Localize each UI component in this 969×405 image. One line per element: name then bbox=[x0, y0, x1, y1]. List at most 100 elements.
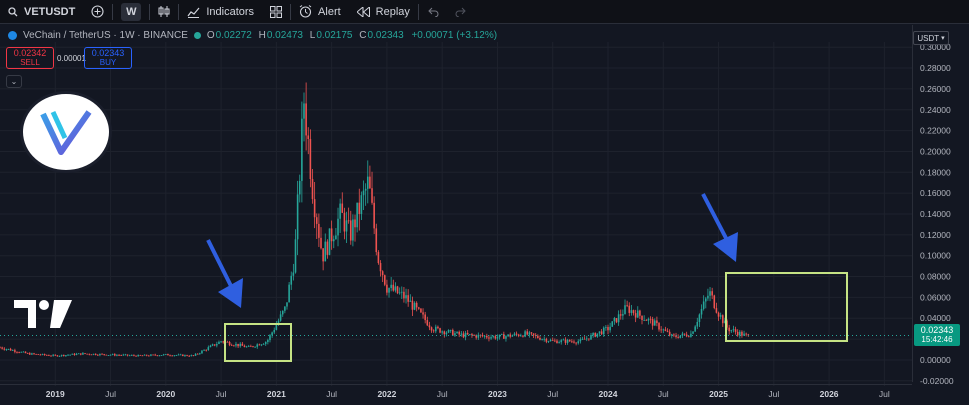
candle-body bbox=[407, 295, 409, 302]
candle-body bbox=[628, 305, 631, 313]
candle-body bbox=[220, 341, 222, 343]
current-price-tag: 0.02343 15:42:46 bbox=[914, 324, 960, 346]
candle-body bbox=[409, 300, 412, 302]
candle-body bbox=[277, 320, 280, 325]
candle-body bbox=[45, 354, 48, 356]
compare-symbol-button[interactable] bbox=[83, 0, 112, 24]
close-label: C bbox=[359, 30, 367, 41]
toolbar-divider bbox=[417, 3, 419, 20]
candle-body bbox=[105, 354, 108, 356]
candle-body bbox=[460, 333, 463, 335]
candle-body bbox=[369, 176, 371, 189]
replay-button[interactable]: Replay bbox=[349, 0, 418, 24]
indicators-button[interactable]: Indicators bbox=[179, 0, 262, 24]
price-axis-panel bbox=[912, 25, 969, 382]
candle-body bbox=[462, 333, 465, 338]
undo-button[interactable] bbox=[419, 0, 447, 24]
candle-body bbox=[9, 348, 12, 351]
time-tick-label: Jul bbox=[768, 389, 779, 399]
candle-body bbox=[547, 341, 550, 342]
candle-body bbox=[339, 203, 341, 219]
candle-body bbox=[498, 334, 501, 338]
candle-body bbox=[709, 291, 711, 296]
candle-body bbox=[90, 354, 93, 356]
candle-body bbox=[37, 354, 40, 355]
toolbar-divider bbox=[290, 3, 292, 20]
candle-body bbox=[641, 315, 643, 321]
candle-body bbox=[88, 353, 91, 355]
toolbar-divider bbox=[112, 3, 114, 20]
candle-body bbox=[428, 325, 431, 328]
candle-body bbox=[62, 354, 65, 356]
candle-body bbox=[14, 350, 16, 352]
candle-body bbox=[579, 339, 582, 342]
candle-body bbox=[84, 353, 86, 354]
currency-select[interactable]: USDT ▾ bbox=[913, 31, 949, 45]
candle-body bbox=[379, 263, 382, 272]
candle-body bbox=[141, 355, 144, 357]
price-tick-label: 0.04000 bbox=[920, 313, 951, 323]
candle-body bbox=[471, 334, 473, 336]
templates-button[interactable] bbox=[262, 0, 290, 24]
redo-button[interactable] bbox=[447, 0, 475, 24]
candle-body bbox=[73, 353, 76, 355]
candle-body bbox=[390, 284, 392, 289]
sell-button[interactable]: 0.02342 SELL bbox=[6, 47, 54, 69]
candle-body bbox=[520, 335, 522, 337]
bar-style-button[interactable] bbox=[150, 0, 178, 24]
time-axis[interactable]: 2019 Jul 2020 Jul 2021 Jul 2022 Jul 2023 Jul 2024 J… bbox=[46, 389, 890, 399]
candle-body bbox=[311, 179, 314, 200]
price-axis[interactable]: 0.30000 0.28000 0.26000 0.24000 0.22000 0.200… bbox=[920, 42, 954, 386]
candle-body bbox=[528, 332, 531, 335]
alert-button[interactable]: Alert bbox=[291, 0, 349, 24]
interval-button[interactable]: W bbox=[113, 0, 149, 24]
candle-body bbox=[683, 333, 686, 335]
candle-body bbox=[564, 339, 567, 343]
candle-body bbox=[649, 318, 652, 320]
candle-body bbox=[503, 334, 505, 339]
candle-body bbox=[681, 333, 684, 336]
symbol-search-button[interactable]: VETUSDT bbox=[0, 0, 83, 24]
candle-body bbox=[75, 353, 78, 355]
candle-body bbox=[16, 351, 18, 353]
series-title[interactable]: VeChain / TetherUS · 1W · BINANCE bbox=[23, 30, 188, 41]
candle-body bbox=[717, 312, 720, 317]
tradingview-logo bbox=[14, 300, 72, 328]
templates-icon bbox=[270, 5, 283, 18]
alert-icon bbox=[299, 5, 312, 18]
time-tick-label: 2024 bbox=[599, 389, 618, 399]
candle-body bbox=[264, 342, 267, 344]
candle-body bbox=[315, 217, 318, 224]
buy-price: 0.02343 bbox=[91, 48, 125, 58]
candle-body bbox=[511, 335, 514, 337]
chevron-down-icon: ⌄ bbox=[10, 77, 18, 86]
buy-button[interactable]: 0.02343 BUY bbox=[84, 47, 132, 69]
collapse-button[interactable]: ⌄ bbox=[6, 75, 22, 88]
candle-body bbox=[743, 333, 745, 336]
candle-body bbox=[594, 332, 597, 337]
candle-body bbox=[721, 315, 724, 324]
candle-body bbox=[605, 327, 607, 328]
candle-body bbox=[598, 331, 601, 334]
candle-body bbox=[256, 344, 259, 347]
search-icon bbox=[8, 6, 18, 17]
candle-body bbox=[341, 203, 344, 213]
candle-body bbox=[96, 354, 99, 356]
price-tick-label: 0.18000 bbox=[920, 167, 951, 177]
candle-body bbox=[639, 310, 641, 316]
candle-body bbox=[585, 338, 588, 340]
candle-body bbox=[734, 329, 737, 332]
candle-body bbox=[20, 351, 23, 353]
candle-body bbox=[188, 355, 191, 357]
candle-body bbox=[373, 202, 375, 229]
candle-body bbox=[426, 320, 429, 326]
redo-icon bbox=[455, 7, 467, 17]
candle-body bbox=[411, 300, 414, 310]
candle-body bbox=[199, 353, 201, 355]
candle-body bbox=[286, 302, 288, 307]
candle-body bbox=[318, 223, 320, 238]
candle-body bbox=[86, 353, 88, 355]
candle-body bbox=[158, 355, 161, 357]
candle-body bbox=[690, 333, 692, 337]
